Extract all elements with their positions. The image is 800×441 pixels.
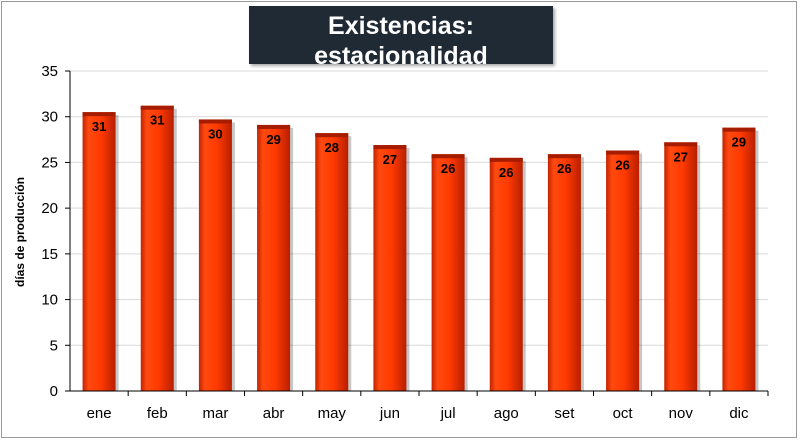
bar-cap: [140, 105, 174, 110]
x-tick-label: jun: [379, 405, 400, 422]
y-tick-label: 5: [50, 337, 58, 354]
bar-cap: [198, 119, 232, 124]
bar-group: 31: [140, 105, 177, 391]
chart-title-box: Existencias: estacionalidad - en días de…: [249, 6, 553, 89]
y-tick-label: 15: [41, 246, 58, 263]
bar-group: 30: [198, 119, 235, 391]
bar-data-label: 28: [325, 140, 339, 155]
bar-cap: [257, 124, 291, 129]
axes: 0 5 10 15 20 25 30 35 ene feb mar abr may jun jul ago se…: [41, 63, 769, 422]
bar-data-label: 26: [615, 158, 629, 173]
bar-data-label: 31: [92, 119, 106, 134]
bar-data-label: 31: [150, 113, 164, 128]
bar: [664, 142, 698, 391]
x-tick-label: dic: [729, 405, 749, 422]
bar-data-label: 29: [266, 132, 280, 147]
bar-data-label: 30: [208, 126, 222, 141]
bar-cap: [373, 145, 407, 150]
bar: [431, 154, 465, 391]
y-tick-label: 25: [41, 154, 58, 171]
bar-cap: [489, 157, 523, 162]
bar-group: 27: [664, 142, 701, 391]
y-tick-label: 20: [41, 200, 58, 217]
x-tick-label: nov: [669, 405, 694, 422]
bar-data-label: 27: [383, 152, 397, 167]
bar: [547, 154, 581, 391]
y-tick-label: 35: [41, 63, 58, 80]
bar-group: 26: [547, 154, 584, 391]
bar: [606, 150, 640, 391]
x-tick-label: may: [318, 405, 347, 422]
bar-data-label: 26: [557, 161, 571, 176]
chart-subtitle: - en días de producción últimos 5 años -: [267, 72, 535, 89]
bar-cap: [431, 154, 465, 159]
bar-cap: [315, 133, 349, 138]
y-tick-label: 30: [41, 109, 58, 126]
bar-group: 26: [431, 154, 468, 391]
y-tick-label: 10: [41, 292, 58, 309]
bar: [722, 127, 756, 391]
bar-cap: [722, 127, 756, 132]
x-tick-label: mar: [202, 405, 228, 422]
bar-cap: [606, 150, 640, 155]
x-tick-label: abr: [263, 405, 285, 422]
bar-data-label: 27: [674, 149, 688, 164]
bar-group: 26: [489, 157, 526, 391]
bar-group: 26: [606, 150, 643, 391]
bar-data-label: 26: [441, 161, 455, 176]
bar-group: 28: [315, 133, 352, 391]
bar-group: 29: [722, 127, 759, 391]
x-tick-label: oct: [613, 405, 634, 422]
chart-title: Existencias: estacionalidad: [314, 12, 488, 70]
x-tick-label: ago: [494, 405, 519, 422]
bar: [489, 157, 523, 391]
bar: [140, 105, 174, 391]
x-tick-label: set: [554, 405, 575, 422]
bar: [198, 119, 232, 391]
bar-data-label: 29: [732, 135, 746, 150]
bar-cap: [82, 112, 116, 117]
gridlines: [70, 70, 768, 346]
x-tick-label: ene: [87, 405, 112, 422]
bar-group: 29: [257, 124, 294, 391]
bar: [257, 124, 291, 391]
bar-cap: [547, 154, 581, 159]
y-tick-label: 0: [50, 383, 58, 400]
bars: 31 31 30 29 28 27 26 26 26 26 27 29: [82, 105, 759, 392]
bar-cap: [664, 142, 698, 147]
bar: [315, 133, 349, 391]
y-axis-label: días de producción: [13, 177, 27, 287]
bar-data-label: 26: [499, 165, 513, 180]
x-tick-label: feb: [147, 405, 168, 422]
bar: [82, 112, 116, 392]
bar-group: 27: [373, 145, 410, 391]
bar: [373, 145, 407, 391]
x-tick-label: jul: [440, 405, 456, 422]
bar-group: 31: [82, 112, 119, 392]
